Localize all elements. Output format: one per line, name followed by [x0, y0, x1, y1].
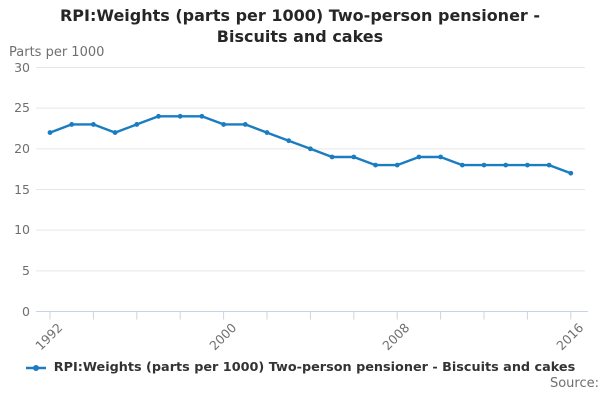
data-point[interactable] [221, 122, 227, 127]
chart-title: RPI:Weights (parts per 1000) Two-person … [59, 6, 541, 46]
data-point[interactable] [329, 154, 335, 160]
data-point[interactable] [112, 130, 118, 135]
data-point[interactable] [438, 154, 443, 160]
y-axis-tick-label: 30 [14, 59, 30, 75]
data-point[interactable] [394, 162, 400, 168]
y-axis-tick-label: 10 [14, 222, 30, 238]
legend-line-marker-icon [25, 364, 46, 371]
legend[interactable]: RPI:Weights (parts per 1000) Two-person … [0, 360, 600, 375]
data-point[interactable] [546, 162, 552, 168]
data-point[interactable] [351, 154, 357, 160]
y-axis-unit-label: Parts per 1000 [9, 45, 105, 60]
data-point[interactable] [308, 146, 313, 152]
data-point[interactable] [459, 162, 465, 168]
data-point[interactable] [373, 162, 378, 168]
data-point[interactable] [481, 162, 487, 168]
data-point[interactable] [177, 113, 183, 119]
data-point[interactable] [264, 130, 270, 135]
y-axis-tick-label: 0 [22, 303, 30, 319]
data-point[interactable] [242, 122, 248, 127]
y-axis-tick-label: 15 [14, 181, 30, 197]
data-point[interactable] [199, 113, 205, 119]
data-point[interactable] [91, 122, 96, 127]
data-point[interactable] [47, 130, 53, 135]
y-axis-tick-label: 25 [14, 100, 30, 116]
y-axis-tick-label: 5 [22, 262, 30, 278]
data-point[interactable] [69, 122, 75, 127]
data-point[interactable] [568, 170, 574, 176]
data-point[interactable] [286, 138, 292, 144]
data-point[interactable] [503, 162, 509, 168]
y-axis-tick-label: 20 [14, 140, 30, 156]
data-point[interactable] [525, 162, 530, 168]
data-point[interactable] [134, 122, 140, 127]
data-point[interactable] [416, 154, 422, 160]
data-point[interactable] [156, 113, 161, 119]
series-line [48, 115, 572, 175]
source-label: Source: [549, 376, 599, 391]
legend-series-label: RPI:Weights (parts per 1000) Two-person … [53, 360, 576, 375]
